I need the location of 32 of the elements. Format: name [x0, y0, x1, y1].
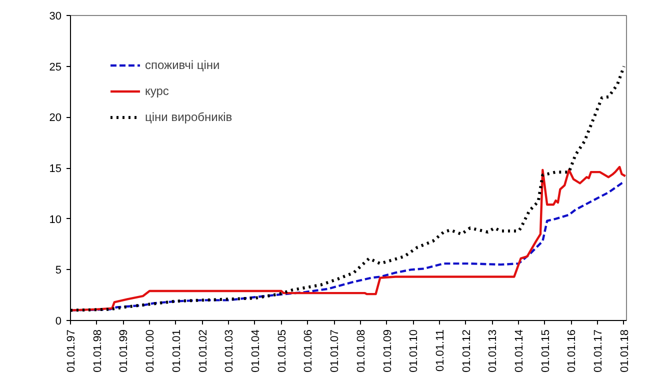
x-tick-label: 01.01.09 — [382, 329, 394, 372]
x-tick-label: 01.01.04 — [250, 329, 262, 372]
x-tick-label: 01.01.02 — [197, 329, 210, 372]
x-tick-label: 01.01.16 — [566, 329, 578, 372]
x-tick-label: 01.01.08 — [355, 329, 368, 372]
x-tick-label: 01.01.17 — [592, 329, 605, 372]
y-tick-label: 15 — [49, 163, 62, 175]
y-tick-label: 10 — [49, 214, 62, 226]
legend-label: споживчі ціни — [145, 58, 220, 72]
legend-label: ціни виробників — [145, 110, 232, 124]
x-tick-label: 01.01.98 — [92, 329, 104, 372]
x-tick-label: 01.01.01 — [170, 329, 183, 372]
x-tick-label: 01.01.07 — [329, 329, 342, 372]
x-tick-label: 01.01.03 — [224, 329, 236, 372]
y-tick-label: 30 — [49, 10, 62, 22]
y-tick-label: 5 — [55, 264, 62, 277]
x-tick-label: 01.01.05 — [276, 329, 288, 372]
x-tick-label: 01.01.97 — [66, 329, 78, 372]
x-tick-label: 01.01.13 — [487, 329, 500, 372]
x-tick-label: 01.01.10 — [408, 329, 420, 372]
x-tick-label: 01.01.06 — [302, 329, 315, 372]
x-tick-label: 01.01.00 — [144, 329, 157, 372]
y-tick-label: 25 — [49, 61, 62, 74]
x-tick-label: 01.01.15 — [540, 329, 552, 372]
x-tick-label: 01.01.11 — [434, 329, 446, 372]
x-tick-label: 01.01.99 — [118, 329, 130, 372]
x-tick-label: 01.01.14 — [514, 329, 526, 372]
y-tick-label: 20 — [49, 112, 62, 124]
x-tick-label: 01.01.12 — [460, 329, 473, 372]
legend-label: курс — [145, 84, 169, 98]
x-tick-label: 01.01.18 — [618, 329, 631, 372]
y-tick-label: 0 — [55, 316, 62, 328]
